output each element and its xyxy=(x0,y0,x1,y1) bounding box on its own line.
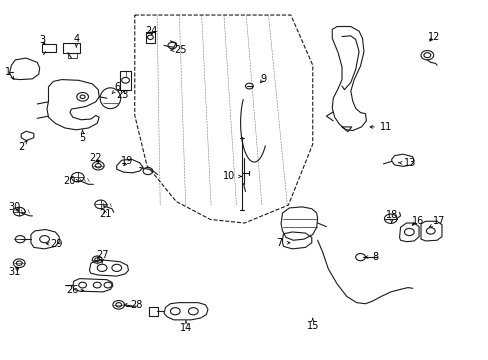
Bar xyxy=(146,32,155,43)
Text: 12: 12 xyxy=(427,32,439,41)
Text: 7: 7 xyxy=(276,238,289,248)
Text: 29: 29 xyxy=(46,239,63,249)
Text: 26: 26 xyxy=(66,285,83,296)
Text: 18: 18 xyxy=(385,210,397,223)
Text: 14: 14 xyxy=(180,321,192,333)
Bar xyxy=(68,53,77,58)
Text: 15: 15 xyxy=(306,318,318,331)
Text: 3: 3 xyxy=(39,35,45,45)
Bar xyxy=(42,44,56,51)
Text: 4: 4 xyxy=(73,35,79,47)
Text: 5: 5 xyxy=(80,130,85,143)
Text: 17: 17 xyxy=(428,216,445,227)
Text: 10: 10 xyxy=(223,171,241,181)
Text: 30: 30 xyxy=(8,202,20,212)
Text: 31: 31 xyxy=(8,267,20,277)
Bar xyxy=(63,42,80,53)
Text: 9: 9 xyxy=(260,73,265,84)
Text: 19: 19 xyxy=(121,156,133,166)
Text: 25: 25 xyxy=(171,45,186,55)
Text: 13: 13 xyxy=(398,158,416,168)
Bar xyxy=(149,307,158,316)
Text: 16: 16 xyxy=(410,216,423,226)
Text: 23: 23 xyxy=(116,90,128,100)
Text: 6: 6 xyxy=(112,82,121,94)
Text: 20: 20 xyxy=(62,176,79,186)
Text: 24: 24 xyxy=(145,26,158,36)
Bar xyxy=(120,71,131,90)
Text: 2: 2 xyxy=(18,141,27,152)
Text: 8: 8 xyxy=(365,252,378,262)
Text: 27: 27 xyxy=(96,250,108,263)
Text: 11: 11 xyxy=(369,122,391,132)
Text: 28: 28 xyxy=(124,300,142,310)
Text: 21: 21 xyxy=(99,209,111,219)
Text: 22: 22 xyxy=(89,153,102,163)
Text: 1: 1 xyxy=(5,67,14,80)
